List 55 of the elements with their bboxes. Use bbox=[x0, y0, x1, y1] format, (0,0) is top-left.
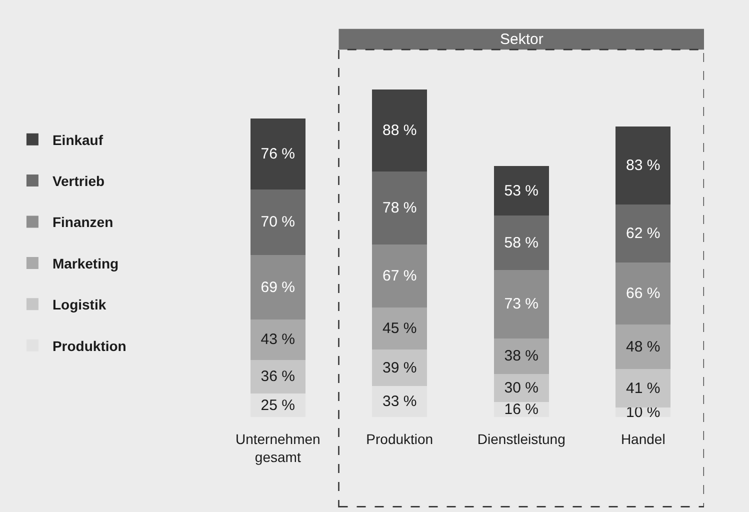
legend-label: Einkauf bbox=[52, 132, 104, 148]
data-label: 48 % bbox=[626, 338, 660, 356]
bar bbox=[494, 270, 549, 338]
legend-label: Produktion bbox=[52, 338, 126, 354]
data-label: 83 % bbox=[626, 157, 660, 174]
data-label: 62 % bbox=[626, 224, 660, 242]
bar bbox=[372, 307, 428, 350]
data-label: 76 % bbox=[260, 145, 295, 162]
data-label: 66 % bbox=[626, 284, 660, 302]
data-label: 25 % bbox=[260, 396, 295, 414]
bar bbox=[250, 118, 306, 190]
legend-label: Vertrieb bbox=[52, 173, 105, 190]
bar bbox=[250, 189, 306, 255]
bar bbox=[494, 216, 549, 270]
bar bbox=[616, 324, 671, 370]
text: Sektor bbox=[500, 31, 544, 48]
legend-label: Marketing bbox=[52, 255, 119, 272]
data-label: 36 % bbox=[260, 368, 295, 386]
data-label: 78 % bbox=[382, 200, 417, 217]
bar bbox=[494, 338, 549, 374]
bar bbox=[372, 89, 428, 172]
data-label: 30 % bbox=[504, 379, 538, 396]
bar bbox=[494, 374, 549, 402]
data-label: 73 % bbox=[504, 296, 538, 313]
x-tick-label: Produktion bbox=[366, 431, 434, 447]
data-label: 43 % bbox=[260, 331, 295, 348]
bar bbox=[616, 262, 671, 324]
x-tick-label: Dienstleistung bbox=[477, 431, 566, 447]
legend-label: Logistik bbox=[52, 296, 106, 313]
data-label: 33 % bbox=[382, 393, 417, 410]
x-tick-label: Handel bbox=[620, 431, 666, 447]
data-label: 58 % bbox=[504, 234, 538, 252]
bar bbox=[372, 244, 428, 308]
data-label: 53 % bbox=[504, 182, 538, 200]
bar bbox=[250, 255, 306, 320]
bar bbox=[616, 204, 671, 262]
bar bbox=[372, 386, 428, 417]
data-label: 16 % bbox=[504, 401, 538, 418]
bar bbox=[616, 126, 671, 204]
data-label: 70 % bbox=[260, 214, 295, 231]
data-label: 45 % bbox=[382, 320, 417, 338]
legend-label: Finanzen bbox=[52, 214, 114, 230]
bar bbox=[494, 166, 549, 216]
data-label: 39 % bbox=[382, 359, 417, 376]
bar bbox=[250, 360, 306, 394]
data-label: 38 % bbox=[504, 348, 538, 365]
bar bbox=[616, 369, 671, 408]
data-label: 67 % bbox=[382, 268, 417, 285]
bar bbox=[372, 350, 428, 386]
bar bbox=[372, 172, 428, 245]
data-label: 41 % bbox=[626, 380, 660, 397]
x-tick-label: Unternehmen gesamt bbox=[235, 431, 320, 466]
bar bbox=[250, 320, 306, 360]
data-label: 69 % bbox=[260, 278, 295, 296]
data-label: 88 % bbox=[382, 122, 417, 139]
